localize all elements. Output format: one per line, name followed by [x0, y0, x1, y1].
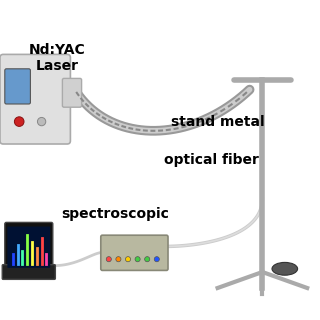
Circle shape	[14, 117, 24, 126]
Circle shape	[145, 257, 150, 262]
Text: spectroscopic: spectroscopic	[61, 207, 169, 221]
FancyBboxPatch shape	[5, 222, 53, 270]
FancyBboxPatch shape	[62, 78, 82, 107]
Circle shape	[125, 257, 131, 262]
Text: Nd:YAC
Laser: Nd:YAC Laser	[29, 43, 86, 73]
FancyBboxPatch shape	[5, 69, 30, 104]
Text: optical fiber: optical fiber	[164, 153, 259, 167]
FancyBboxPatch shape	[101, 235, 168, 270]
Circle shape	[135, 257, 140, 262]
Text: stand metal: stand metal	[171, 115, 264, 129]
FancyBboxPatch shape	[2, 265, 55, 279]
Circle shape	[37, 117, 46, 126]
FancyBboxPatch shape	[0, 54, 70, 144]
Circle shape	[106, 257, 111, 262]
Ellipse shape	[272, 262, 298, 275]
Circle shape	[116, 257, 121, 262]
FancyBboxPatch shape	[7, 227, 50, 268]
Circle shape	[154, 257, 159, 262]
